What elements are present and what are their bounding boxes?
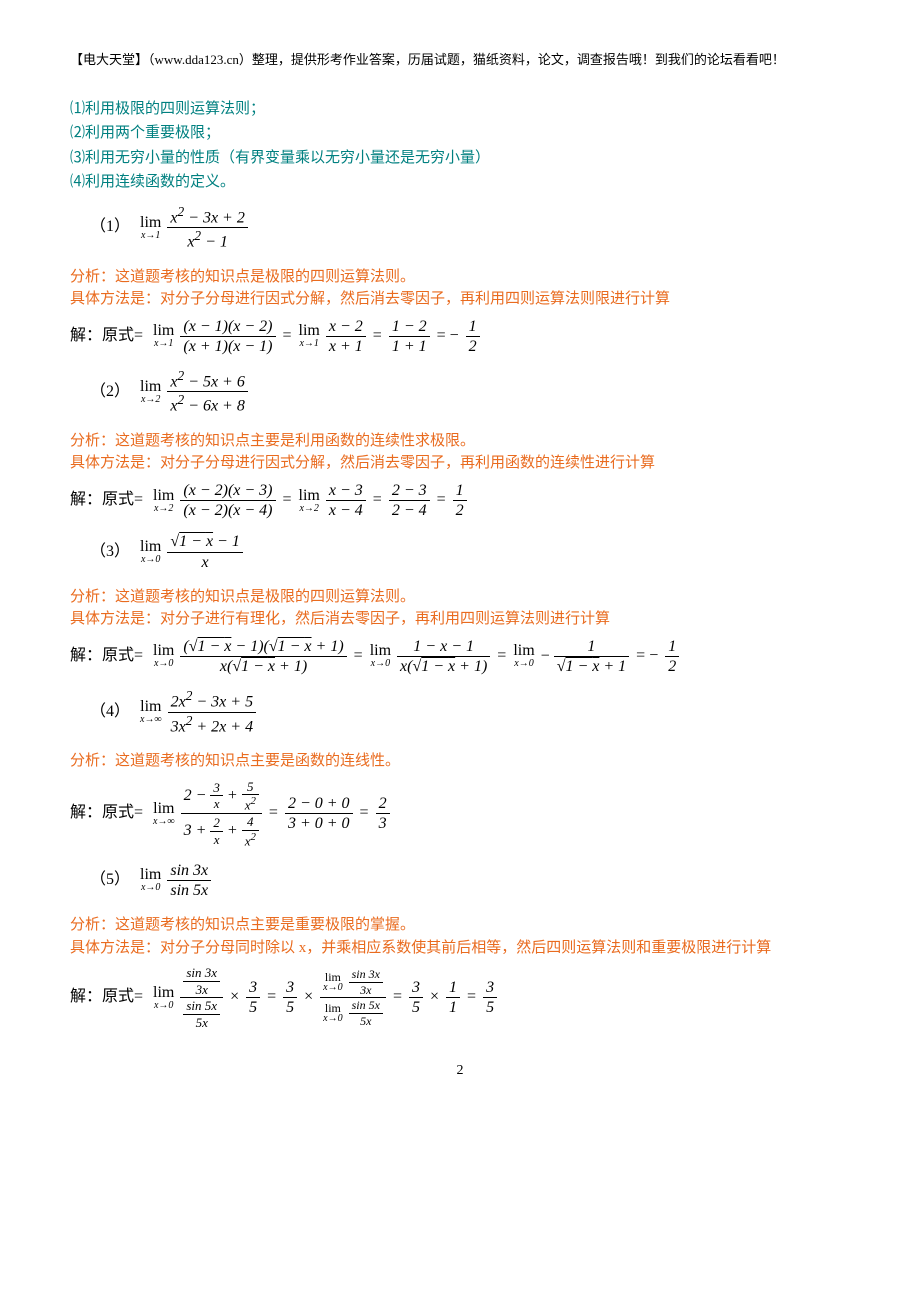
problem-3-method: 具体方法是：对分子进行有理化，然后消去零因子，再利用四则运算法则进行计算	[70, 608, 850, 631]
site-url: （www.dda123.cn）	[148, 52, 252, 67]
intro-line-1: ⑴利用极限的四则运算法则；	[70, 98, 850, 121]
page-header: 【电大天堂】（www.dda123.cn）整理，提供形考作业答案，历届试题，猫纸…	[70, 50, 850, 70]
problem-3-analysis: 分析：这道题考核的知识点是极限的四则运算法则。	[70, 586, 850, 609]
brand: 【电大天堂】	[70, 52, 148, 67]
intro-line-2: ⑵利用两个重要极限；	[70, 122, 850, 145]
problem-5-analysis: 分析：这道题考核的知识点主要是重要极限的掌握。	[70, 914, 850, 937]
problem-4-solution: 解：原式= limx→∞ 2 − 3x + 5x2 3 + 2x + 4x2 =…	[70, 779, 850, 849]
problem-1-method: 具体方法是：对分子分母进行因式分解，然后消去零因子，再利用四则运算法则限进行计算	[70, 288, 850, 311]
problem-2-expr: （2） limx→2 x2 − 5x + 6x2 − 6x + 8	[90, 368, 850, 416]
problem-5-num: （5）	[90, 871, 130, 888]
problem-1-expr: （1） limx→1 x2 − 3x + 2x2 − 1	[90, 204, 850, 252]
problem-2-solution: 解：原式= limx→2 (x − 2)(x − 3)(x − 2)(x − 4…	[70, 481, 850, 520]
problem-5-expr: （5） limx→0 sin 3xsin 5x	[90, 861, 850, 900]
problem-2-analysis: 分析：这道题考核的知识点主要是利用函数的连续性求极限。	[70, 430, 850, 453]
page-number: 2	[70, 1060, 850, 1081]
problem-4-num: （4）	[90, 703, 130, 720]
intro-line-4: ⑷利用连续函数的定义。	[70, 171, 850, 194]
problem-3-num: （3）	[90, 543, 130, 560]
problem-1-num: （1）	[90, 218, 130, 235]
problem-5-method: 具体方法是：对分子分母同时除以 x，并乘相应系数使其前后相等，然后四则运算法则和…	[70, 937, 850, 960]
header-rest: 整理，提供形考作业答案，历届试题，猫纸资料，论文，调查报告哦！到我们的论坛看看吧…	[252, 52, 785, 67]
intro-line-3: ⑶利用无穷小量的性质（有界变量乘以无穷小量还是无穷小量）	[70, 147, 850, 170]
problem-1-solution: 解：原式= limx→1 (x − 1)(x − 2)(x + 1)(x − 1…	[70, 317, 850, 356]
problem-4-analysis: 分析：这道题考核的知识点主要是函数的连线性。	[70, 750, 850, 773]
problem-1-analysis: 分析：这道题考核的知识点是极限的四则运算法则。	[70, 266, 850, 289]
sol-label: 解：原式=	[70, 327, 143, 344]
problem-4-expr: （4） limx→∞ 2x2 − 3x + 53x2 + 2x + 4	[90, 688, 850, 736]
problem-2-num: （2）	[90, 383, 130, 400]
problem-3-expr: （3） limx→0 √1 − x − 1x	[90, 532, 850, 571]
problem-5-solution: 解：原式= limx→0 sin 3x3x sin 5x5x × 35 = 35…	[70, 965, 850, 1030]
problem-2-method: 具体方法是：对分子分母进行因式分解，然后消去零因子，再利用函数的连续性进行计算	[70, 452, 850, 475]
problem-3-solution: 解：原式= limx→0 (√1 − x − 1)(√1 − x + 1)x(√…	[70, 637, 850, 676]
